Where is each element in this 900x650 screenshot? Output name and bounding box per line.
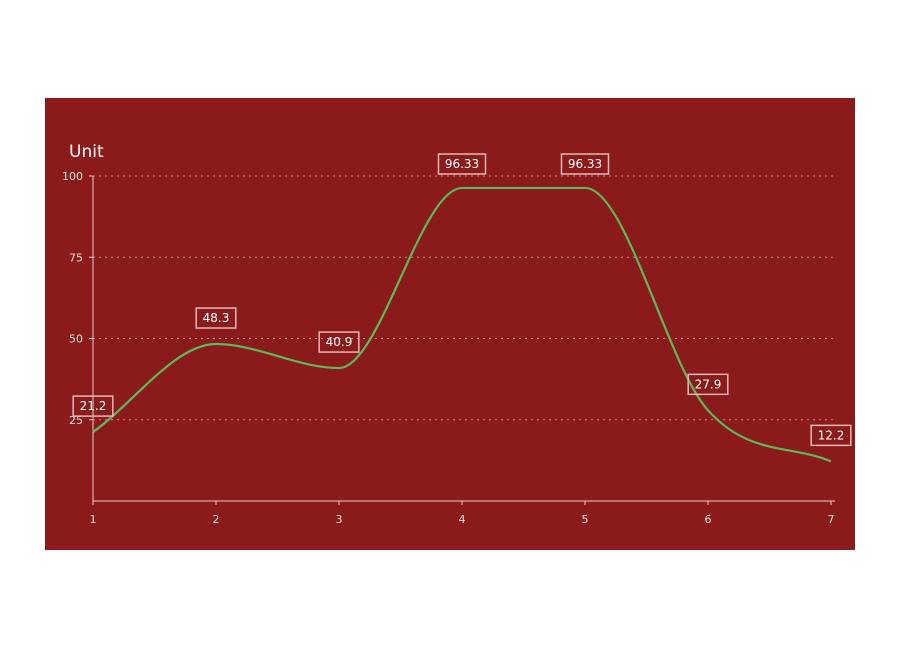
data-label-box bbox=[195, 307, 237, 329]
data-label: 48.3 bbox=[203, 311, 230, 325]
line-chart: 100 75 50 25 1 2 3 4 5 6 7 Unit 21.2 48.3 40.9 96.33… bbox=[45, 98, 855, 550]
data-label: 96.33 bbox=[445, 157, 479, 171]
data-label: 40.9 bbox=[326, 335, 353, 349]
x-tick-label: 3 bbox=[336, 513, 343, 526]
y-tick-label: 50 bbox=[69, 333, 83, 346]
data-label-box bbox=[318, 331, 360, 353]
data-label: 27.9 bbox=[695, 377, 722, 391]
x-tick-label: 6 bbox=[705, 513, 712, 526]
data-label-box bbox=[560, 153, 610, 175]
x-axis-ticks: 1 2 3 4 5 6 7 bbox=[90, 501, 835, 526]
data-label-box bbox=[687, 373, 729, 396]
series-line bbox=[92, 186, 832, 463]
x-tick-label: 7 bbox=[828, 513, 835, 526]
y-axis-ticks: 100 75 50 25 bbox=[62, 170, 93, 427]
chart-panel: 100 75 50 25 1 2 3 4 5 6 7 Unit 21.2 48.3 40.9 96.33… bbox=[45, 98, 855, 550]
y-axis-unit-label: Unit bbox=[69, 142, 104, 162]
y-tick-label: 25 bbox=[69, 414, 83, 427]
data-label: 96.33 bbox=[568, 157, 602, 171]
y-tick-label: 100 bbox=[62, 170, 83, 183]
data-label: 12.2 bbox=[818, 428, 845, 442]
grid-lines bbox=[93, 175, 835, 421]
y-tick-label: 75 bbox=[69, 251, 83, 264]
x-tick-label: 2 bbox=[213, 513, 220, 526]
data-label-box bbox=[810, 424, 852, 447]
x-tick-label: 1 bbox=[90, 513, 97, 526]
data-label-box bbox=[72, 395, 114, 417]
x-tick-label: 5 bbox=[582, 513, 589, 526]
data-label-box bbox=[437, 153, 487, 175]
data-label: 21.2 bbox=[80, 399, 107, 413]
data-labels: 21.2 48.3 40.9 96.33 96.33 27.9 12.2 bbox=[72, 153, 852, 447]
x-tick-label: 4 bbox=[459, 513, 466, 526]
